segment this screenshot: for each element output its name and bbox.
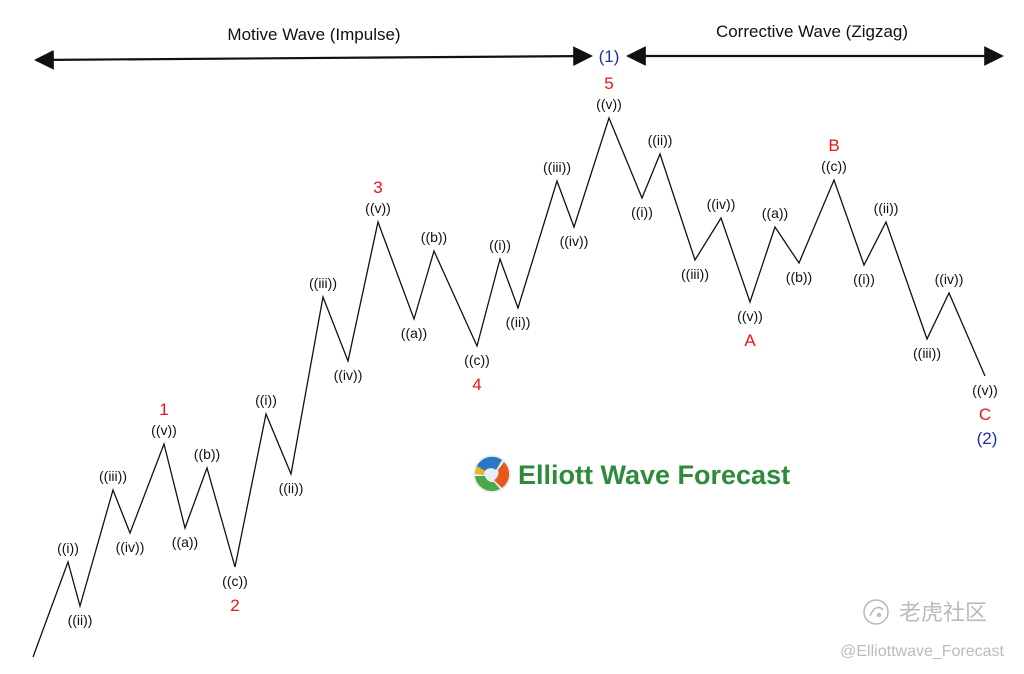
major-wave-label: A — [744, 331, 756, 350]
wave-label: ((iv)) — [116, 539, 145, 555]
wave-label: ((ii)) — [506, 314, 531, 330]
wave-label: ((iv)) — [560, 233, 589, 249]
wave-path — [32, 116, 986, 658]
wave-label: ((b)) — [421, 229, 447, 245]
brand-logo-icon — [473, 455, 511, 493]
watermark-community-name: 老虎社区 — [899, 601, 987, 626]
motive-wave-arrow — [34, 46, 593, 70]
major-wave-label: 2 — [230, 596, 239, 615]
wave-label: ((iii)) — [681, 266, 709, 282]
major-wave-label: 5 — [604, 74, 613, 93]
wave-label: ((v)) — [596, 96, 622, 112]
wave-label: ((b)) — [786, 269, 812, 285]
wave-label: ((ii)) — [648, 132, 673, 148]
major-wave-label: 3 — [373, 178, 382, 197]
major-wave-label: C — [979, 405, 991, 424]
wave-label: ((v)) — [151, 422, 177, 438]
wave-label: ((i)) — [57, 540, 79, 556]
wave-label: ((v)) — [972, 382, 998, 398]
motive-wave-label: Motive Wave (Impulse) — [227, 25, 400, 44]
wave-label: ((iii)) — [309, 275, 337, 291]
wave-labels: ((i)) ((ii)) ((iii)) ((iv)) ((v)) 1 ((a)) ((b))… — [57, 74, 998, 628]
major-wave-label: B — [828, 136, 839, 155]
wave-label: ((a)) — [172, 534, 198, 550]
wave-label: ((b)) — [194, 446, 220, 462]
wave-label: ((i)) — [853, 271, 875, 287]
brand-logo: Elliott Wave Forecast — [473, 455, 790, 493]
wave-label: ((iv)) — [707, 196, 736, 212]
wave-label: ((c)) — [222, 573, 248, 589]
wave-label: ((ii)) — [68, 612, 93, 628]
watermark-logo-icon — [863, 599, 889, 625]
major-wave-label: 4 — [472, 375, 481, 394]
wave-label: ((ii)) — [874, 200, 899, 216]
wave-label: ((ii)) — [279, 480, 304, 496]
wave-label: ((i)) — [255, 392, 277, 408]
wave-label: ((iii)) — [913, 345, 941, 361]
wave-label: ((a)) — [401, 325, 427, 341]
wave-label: ((v)) — [737, 308, 763, 324]
wave-label: ((v)) — [365, 200, 391, 216]
major-wave-label: 1 — [159, 400, 168, 419]
wave-label: ((i)) — [489, 237, 511, 253]
wave-label: ((c)) — [464, 352, 490, 368]
degree-label: (2) — [977, 429, 998, 448]
wave-label: ((iv)) — [935, 271, 964, 287]
wave-label: ((c)) — [821, 158, 847, 174]
wave-label: ((i)) — [631, 204, 653, 220]
wave-label: ((iii)) — [543, 159, 571, 175]
corrective-wave-label: Corrective Wave (Zigzag) — [716, 22, 908, 41]
wave-label: ((a)) — [762, 205, 788, 221]
brand-name: Elliott Wave Forecast — [518, 460, 790, 490]
wave-label: ((iv)) — [334, 367, 363, 383]
wave-label: ((iii)) — [99, 468, 127, 484]
degree-label-top: (1) — [599, 47, 620, 66]
watermark-handle: @Elliottwave_Forecast — [840, 643, 1004, 660]
watermark: 老虎社区 @Elliottwave_Forecast — [840, 599, 1005, 660]
